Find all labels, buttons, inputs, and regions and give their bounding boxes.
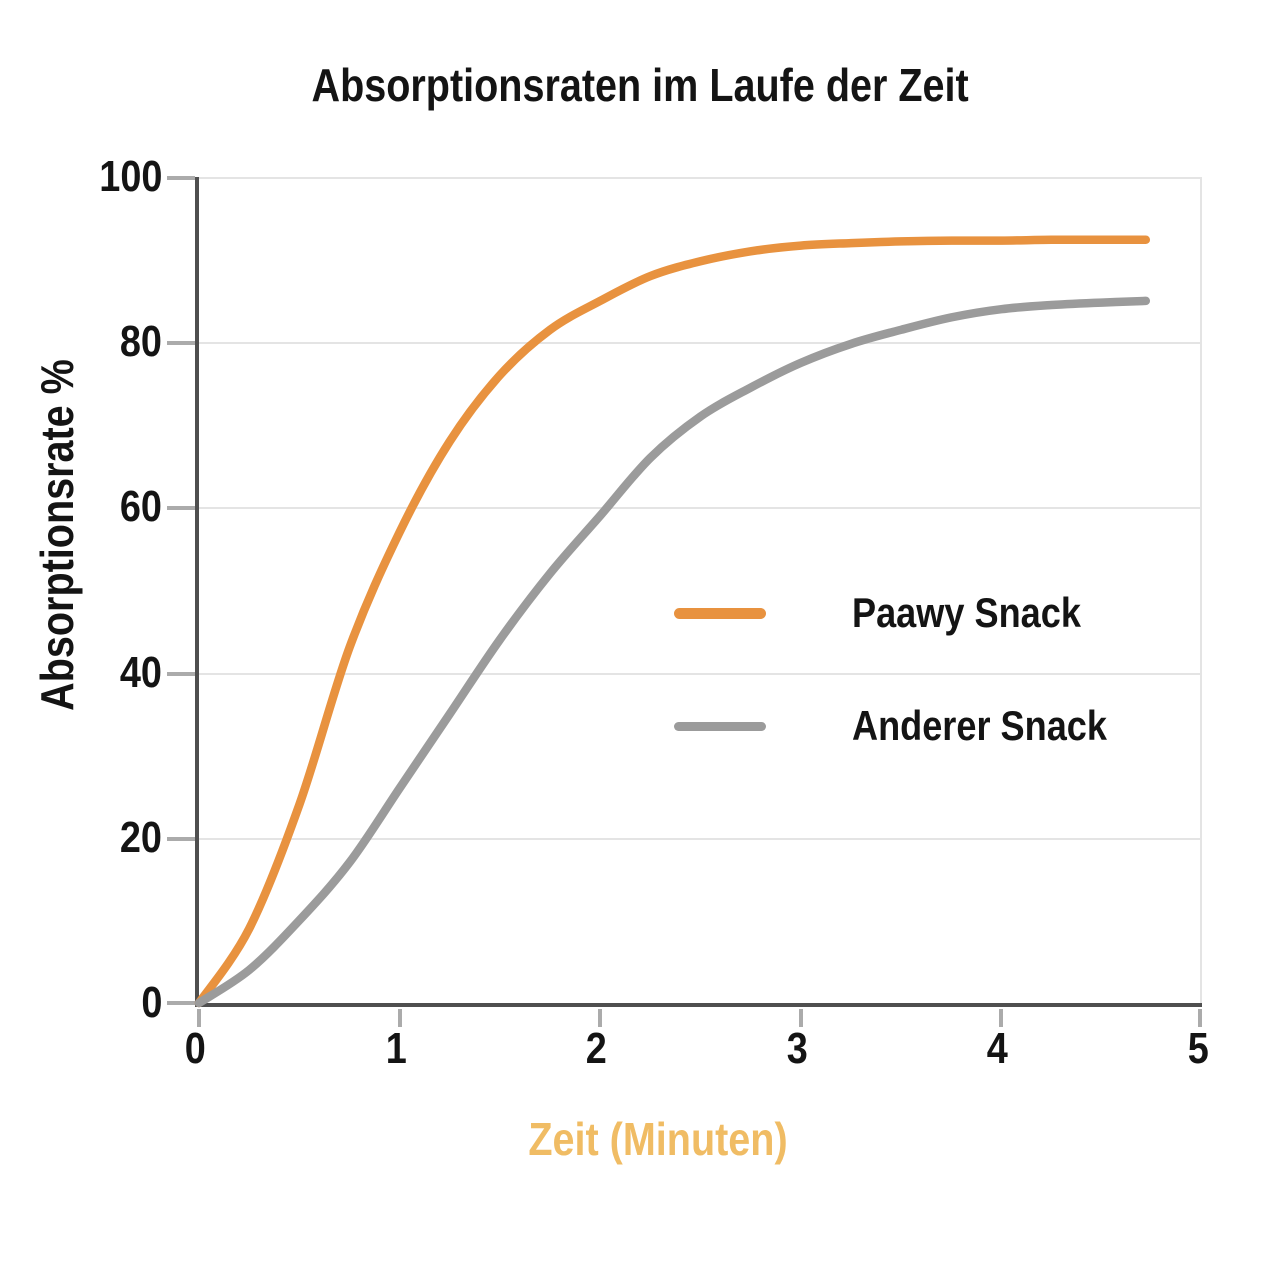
y-tickmark-100 (167, 176, 195, 180)
x-tickmark-1 (398, 1009, 402, 1027)
x-tick-label-3: 3 (786, 1024, 808, 1073)
curve-anderer-snack (194, 296, 1151, 1008)
chart-title: Absorptionsraten im Laufe der Zeit (0, 58, 1280, 112)
y-tickmark-80 (167, 341, 195, 345)
y-tickmark-60 (167, 506, 195, 510)
y-axis-title-text: Absorptionsrate % (31, 359, 83, 711)
y-axis-title: Absorptionsrate % (30, 331, 84, 740)
x-tickmark-4 (999, 1009, 1003, 1027)
x-tick-label-2: 2 (585, 1024, 607, 1073)
gridline-100 (199, 177, 1202, 179)
y-tick-label-80: 80 (119, 317, 162, 366)
x-tickmark-0 (197, 1009, 201, 1027)
gridline-40 (199, 673, 1202, 675)
x-tickmark-5 (1198, 1009, 1202, 1027)
y-tick-label-0: 0 (140, 978, 162, 1027)
legend-swatch-orange-line (674, 607, 766, 619)
x-tick-label-4: 4 (986, 1024, 1008, 1073)
y-tick-label-60: 60 (119, 482, 162, 531)
plot-right-border (1200, 177, 1202, 1003)
y-tick-label-20: 20 (119, 813, 162, 862)
y-tickmark-0 (167, 1001, 195, 1005)
legend-swatch-gray-line (674, 721, 766, 731)
y-tick-label-40: 40 (119, 648, 162, 697)
y-tick-label-100: 100 (98, 152, 162, 201)
legend-item-paawy-snack: Paawy Snack (674, 585, 1118, 641)
chart-title-text: Absorptionsraten im Laufe der Zeit (311, 59, 969, 111)
legend-label: Paawy Snack (852, 589, 1081, 636)
y-tickmark-40 (167, 672, 195, 676)
legend-item-anderer-snack: Anderer Snack (674, 698, 1148, 754)
x-tickmark-2 (598, 1009, 602, 1027)
y-tickmark-20 (167, 837, 195, 841)
curve-paawy-snack (194, 235, 1151, 1008)
legend-label: Anderer Snack (852, 702, 1107, 749)
gridline-60 (199, 507, 1202, 509)
x-tick-label-1: 1 (385, 1024, 407, 1073)
x-tick-label-5: 5 (1187, 1024, 1209, 1073)
gridline-80 (199, 342, 1202, 344)
curves-svg (194, 235, 1151, 1008)
gridline-20 (199, 838, 1202, 840)
plot-area: Paawy Snack Anderer Snack (167, 176, 1202, 1027)
x-tick-label-0: 0 (184, 1024, 206, 1073)
x-tickmark-3 (799, 1009, 803, 1027)
x-axis-title-text: Zeit (Minuten) (528, 1113, 788, 1165)
x-axis-title: Zeit (Minuten) (507, 1112, 809, 1166)
